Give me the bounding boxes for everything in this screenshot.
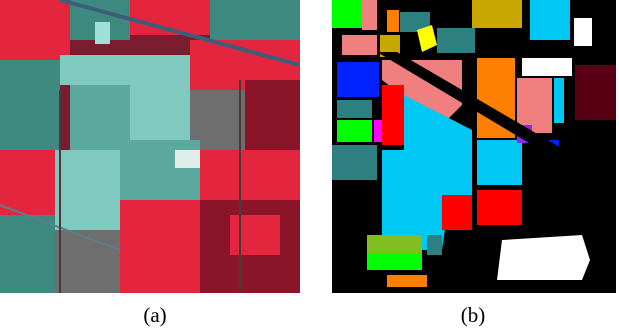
- field-patch: [55, 150, 120, 230]
- class-region: [362, 0, 377, 30]
- class-region: [337, 62, 379, 97]
- class-region: [382, 60, 462, 125]
- vegetation-patch: [230, 215, 280, 255]
- class-region: [554, 78, 564, 123]
- road: [59, 0, 300, 67]
- class-region: [477, 190, 522, 225]
- ground-truth-map-panel: [332, 0, 616, 293]
- class-region: [442, 195, 472, 230]
- class-region: [332, 145, 377, 180]
- class-region: [337, 100, 372, 118]
- class-region: [522, 58, 572, 76]
- field-patch: [120, 140, 200, 200]
- class-region: [367, 235, 422, 253]
- bright-field: [95, 22, 110, 44]
- class-region: [387, 275, 427, 287]
- class-region: [332, 0, 362, 28]
- class-region: [472, 0, 522, 28]
- class-region: [477, 140, 522, 185]
- class-region: [374, 120, 382, 142]
- vegetation-patch: [120, 200, 200, 293]
- class-region: [367, 253, 422, 270]
- bright-field: [175, 150, 200, 168]
- diagonal-road: [377, 52, 616, 195]
- field-patch: [0, 60, 60, 150]
- class-region: [575, 65, 616, 120]
- class-region: [382, 85, 404, 145]
- class-region: [497, 235, 590, 280]
- class-region: [417, 25, 437, 52]
- class-region: [517, 78, 552, 133]
- class-region: [574, 18, 592, 46]
- vegetation-patch: [200, 150, 300, 200]
- class-region: [400, 12, 430, 32]
- ground-truth-class-map: [332, 0, 616, 293]
- vegetation-patch: [0, 0, 70, 60]
- vegetation-patch: [0, 150, 55, 215]
- class-region: [437, 28, 475, 53]
- field-patch: [70, 85, 130, 150]
- field-patch: [130, 85, 190, 140]
- class-region: [427, 235, 442, 255]
- false-color-satellite-image: [0, 0, 300, 293]
- class-region: [342, 35, 377, 55]
- caption-a: (a): [143, 303, 167, 327]
- class-region: [387, 10, 399, 32]
- class-region: [337, 120, 372, 142]
- class-region: [530, 0, 570, 40]
- class-region: [380, 35, 400, 57]
- vegetation-patch: [245, 80, 300, 150]
- satellite-image-panel: [0, 0, 300, 293]
- field-patch: [0, 215, 55, 293]
- caption-b: (b): [460, 303, 486, 327]
